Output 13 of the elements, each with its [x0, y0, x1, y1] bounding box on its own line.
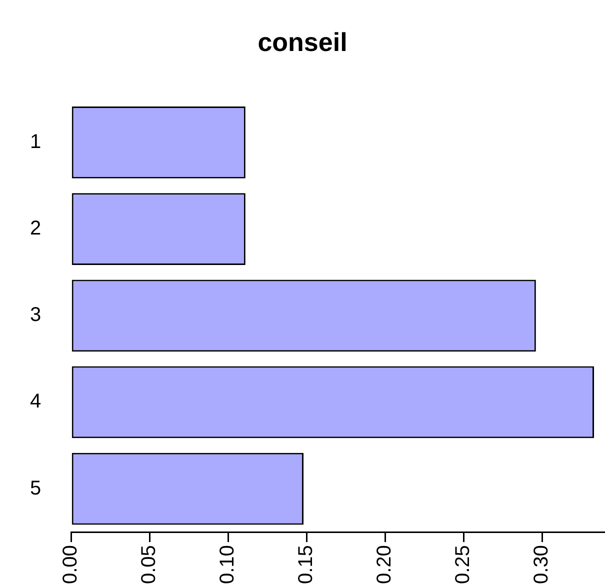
- chart-title: conseil: [258, 26, 348, 57]
- x-tick-label: 0.10: [216, 545, 239, 584]
- y-tick-label: 5: [30, 477, 42, 500]
- x-tick-label: 0.15: [295, 545, 318, 584]
- x-tick-label: 0.00: [60, 545, 82, 584]
- y-tick-label: 4: [30, 390, 42, 413]
- x-tick-label: 0.30: [530, 545, 553, 584]
- x-tick-label: 0.05: [138, 545, 160, 584]
- x-tick-label: 0.25: [452, 545, 474, 584]
- x-tick-label: 0.20: [374, 545, 396, 584]
- y-tick-label: 3: [30, 304, 42, 326]
- y-tick-label: 1: [30, 131, 42, 154]
- y-tick-label: 2: [30, 218, 42, 240]
